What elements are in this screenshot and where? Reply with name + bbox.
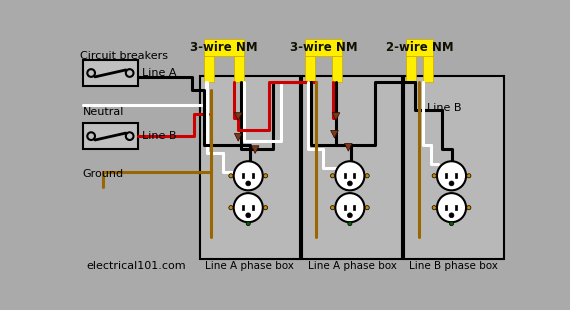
Circle shape: [432, 174, 436, 178]
Text: 3-wire NM: 3-wire NM: [190, 42, 258, 55]
Polygon shape: [234, 113, 242, 120]
Circle shape: [126, 69, 133, 77]
Circle shape: [263, 206, 268, 210]
Circle shape: [437, 161, 466, 190]
Bar: [404, 76, 504, 259]
Text: Line A: Line A: [142, 68, 177, 78]
Circle shape: [229, 174, 233, 178]
Polygon shape: [234, 133, 242, 141]
Circle shape: [467, 174, 471, 178]
Text: electrical101.com: electrical101.com: [86, 261, 186, 271]
Circle shape: [331, 206, 335, 210]
Bar: [203, 39, 243, 56]
Circle shape: [467, 206, 471, 210]
Bar: [455, 173, 457, 178]
Bar: [252, 173, 254, 178]
Bar: [353, 173, 356, 178]
Bar: [242, 205, 244, 210]
Circle shape: [449, 181, 454, 186]
Polygon shape: [251, 146, 259, 153]
Circle shape: [449, 213, 454, 218]
Circle shape: [246, 181, 251, 186]
Circle shape: [348, 222, 352, 226]
Text: Neutral: Neutral: [83, 107, 124, 117]
Circle shape: [331, 174, 335, 178]
Text: Circuit breakers: Circuit breakers: [80, 51, 168, 61]
Bar: [445, 205, 447, 210]
Circle shape: [437, 193, 466, 222]
Circle shape: [263, 174, 268, 178]
Bar: [344, 205, 346, 210]
Bar: [234, 56, 243, 82]
Circle shape: [234, 161, 263, 190]
Text: 3-wire NM: 3-wire NM: [290, 42, 357, 55]
Bar: [83, 60, 138, 86]
Text: Line A phase box: Line A phase box: [205, 261, 294, 271]
Bar: [203, 56, 214, 82]
Circle shape: [432, 206, 436, 210]
Circle shape: [126, 132, 133, 140]
Text: 2-wire NM: 2-wire NM: [386, 42, 453, 55]
Bar: [200, 76, 300, 259]
Circle shape: [335, 161, 364, 190]
Text: Line B phase box: Line B phase box: [409, 261, 498, 271]
Text: Ground: Ground: [83, 169, 124, 179]
Polygon shape: [344, 144, 352, 151]
Bar: [332, 56, 342, 82]
Circle shape: [246, 213, 251, 218]
Circle shape: [365, 206, 369, 210]
Circle shape: [335, 193, 364, 222]
Circle shape: [229, 206, 233, 210]
Bar: [406, 56, 416, 82]
Text: Line B: Line B: [142, 131, 177, 141]
Bar: [455, 205, 457, 210]
Circle shape: [365, 174, 369, 178]
Bar: [305, 56, 315, 82]
Bar: [302, 76, 402, 259]
Circle shape: [234, 193, 263, 222]
Bar: [344, 173, 346, 178]
Bar: [406, 39, 433, 56]
Circle shape: [246, 222, 250, 226]
Text: Line A phase box: Line A phase box: [308, 261, 397, 271]
Bar: [242, 173, 244, 178]
Circle shape: [449, 222, 454, 226]
Bar: [445, 173, 447, 178]
Polygon shape: [332, 113, 340, 120]
Bar: [305, 39, 342, 56]
Polygon shape: [331, 131, 339, 138]
Bar: [252, 205, 254, 210]
Circle shape: [87, 132, 95, 140]
Text: Line B: Line B: [427, 103, 461, 113]
Bar: [353, 205, 356, 210]
Bar: [423, 56, 433, 82]
Circle shape: [348, 213, 352, 218]
Bar: [83, 123, 138, 149]
Circle shape: [348, 181, 352, 186]
Circle shape: [87, 69, 95, 77]
